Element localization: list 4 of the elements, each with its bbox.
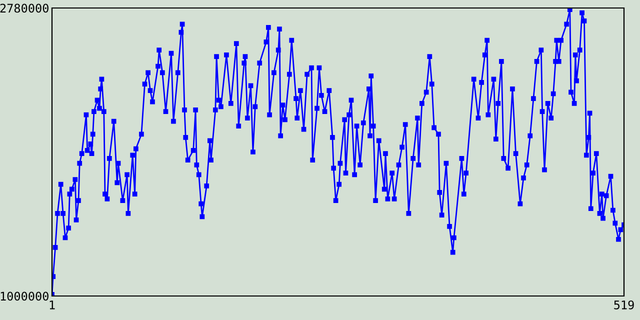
x-tick-label: 1 (50, 300, 55, 310)
x-tick-label: 519 (614, 300, 634, 310)
y-tick-label: 1000000 (0, 292, 48, 301)
y-tick-label: 2780000 (0, 4, 48, 13)
